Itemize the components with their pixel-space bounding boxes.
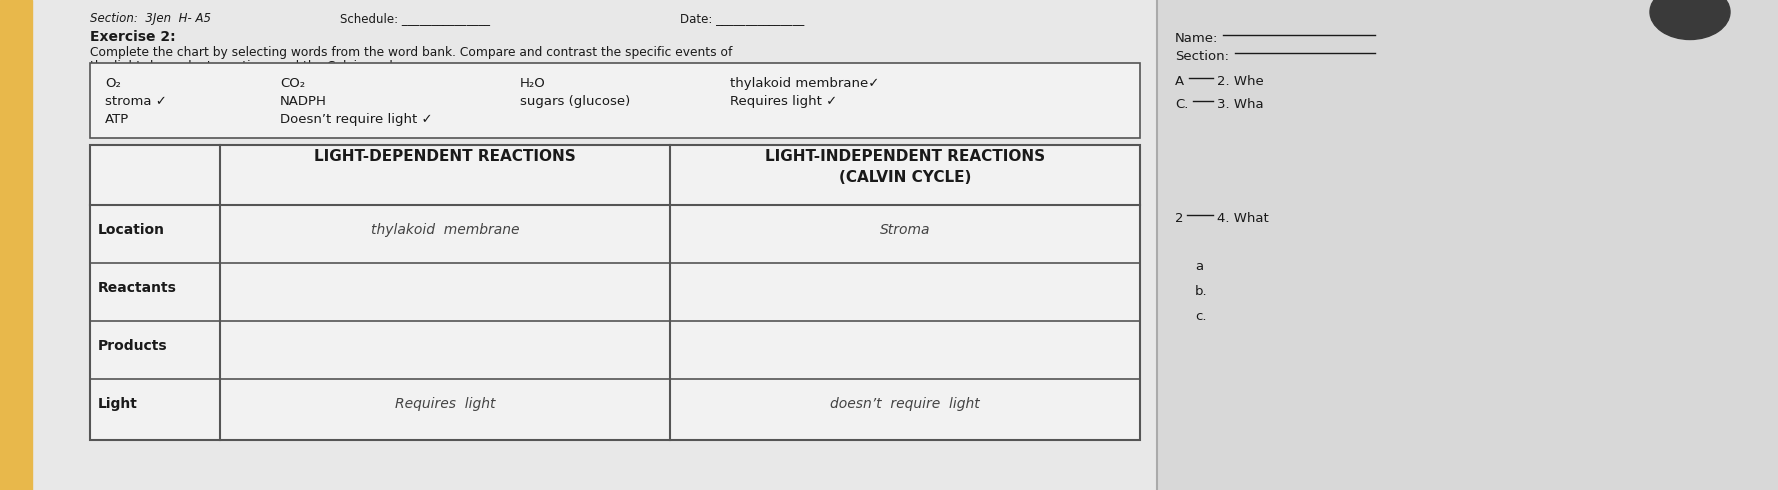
Text: 3. Wha: 3. Wha <box>1216 98 1264 111</box>
Bar <box>1157 0 1778 490</box>
Text: Date: _______________: Date: _______________ <box>679 12 804 25</box>
Bar <box>91 63 1140 138</box>
Bar <box>0 0 32 490</box>
Text: the light-dependent reactions and the Calvin cycle.: the light-dependent reactions and the Ca… <box>91 60 404 73</box>
Text: stroma ✓: stroma ✓ <box>105 95 167 108</box>
Text: LIGHT-INDEPENDENT REACTIONS
(CALVIN CYCLE): LIGHT-INDEPENDENT REACTIONS (CALVIN CYCL… <box>765 149 1045 185</box>
Text: Section:: Section: <box>1175 50 1229 63</box>
Text: Location: Location <box>98 223 165 237</box>
Text: Requires light ✓: Requires light ✓ <box>731 95 837 108</box>
Text: ATP: ATP <box>105 113 130 126</box>
Text: doesn’t  require  light: doesn’t require light <box>830 397 980 411</box>
Text: sugars (glucose): sugars (glucose) <box>519 95 629 108</box>
Text: Light: Light <box>98 397 139 411</box>
Text: Schedule: _______________: Schedule: _______________ <box>340 12 491 25</box>
Text: O₂: O₂ <box>105 77 121 90</box>
Text: Exercise 2:: Exercise 2: <box>91 30 176 44</box>
Text: 2: 2 <box>1175 212 1184 225</box>
Bar <box>32 0 1157 490</box>
Text: C.: C. <box>1175 98 1188 111</box>
Text: Reactants: Reactants <box>98 281 176 295</box>
Text: NADPH: NADPH <box>279 95 327 108</box>
Text: Products: Products <box>98 339 167 353</box>
Text: Stroma: Stroma <box>880 223 930 237</box>
Bar <box>91 145 1140 440</box>
Text: Section:  3Jen  H- A5: Section: 3Jen H- A5 <box>91 12 212 25</box>
Text: thylakoid  membrane: thylakoid membrane <box>372 223 519 237</box>
Bar <box>91 145 1140 440</box>
Text: b.: b. <box>1195 285 1207 298</box>
Text: H₂O: H₂O <box>519 77 546 90</box>
Text: a: a <box>1195 260 1204 273</box>
Text: Requires  light: Requires light <box>395 397 496 411</box>
Text: Doesn’t require light ✓: Doesn’t require light ✓ <box>279 113 432 126</box>
Text: CO₂: CO₂ <box>279 77 306 90</box>
Ellipse shape <box>1650 0 1730 40</box>
Text: Complete the chart by selecting words from the word bank. Compare and contrast t: Complete the chart by selecting words fr… <box>91 46 733 59</box>
Text: A: A <box>1175 75 1184 88</box>
Text: thylakoid membrane✓: thylakoid membrane✓ <box>731 77 880 90</box>
Text: LIGHT-DEPENDENT REACTIONS: LIGHT-DEPENDENT REACTIONS <box>315 149 576 164</box>
Text: Name:: Name: <box>1175 32 1218 45</box>
Text: 4. What: 4. What <box>1216 212 1269 225</box>
Text: c.: c. <box>1195 310 1207 323</box>
Text: 2. Whe: 2. Whe <box>1216 75 1264 88</box>
